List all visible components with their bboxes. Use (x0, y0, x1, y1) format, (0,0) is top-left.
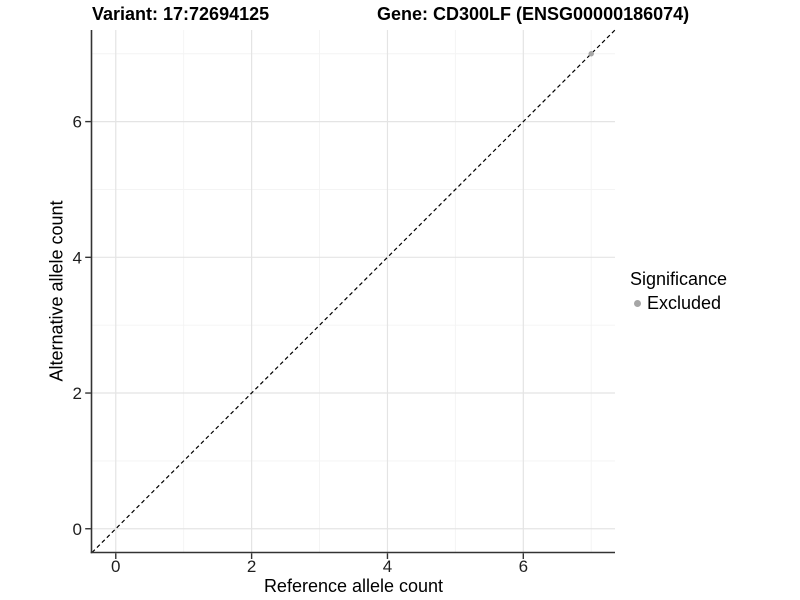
x-tick-label: 2 (247, 557, 256, 576)
data-point-excluded (588, 51, 594, 57)
variant-title: Variant: 17:72694125 (92, 4, 270, 24)
y-tick-label: 0 (73, 520, 82, 539)
y-tick-label: 2 (73, 384, 82, 403)
y-tick-label: 4 (73, 248, 82, 267)
identity-reference-line (91, 29, 616, 553)
x-tick-label: 6 (519, 557, 528, 576)
x-axis-title: Reference allele count (263, 576, 444, 596)
y-tick-label: 6 (73, 113, 82, 132)
x-tick-label: 4 (383, 557, 392, 576)
x-tick-label: 0 (111, 557, 120, 576)
legend-title: Significance (630, 269, 728, 289)
legend-item-excluded: Excluded (630, 293, 727, 314)
gene-title: Gene: CD300LF (ENSG00000186074) (377, 4, 690, 24)
legend: Significance Excluded (630, 268, 727, 314)
legend-item-label: Excluded (647, 293, 722, 314)
y-axis-title: Alternative allele count (46, 200, 67, 382)
excluded-point-icon (634, 300, 641, 308)
